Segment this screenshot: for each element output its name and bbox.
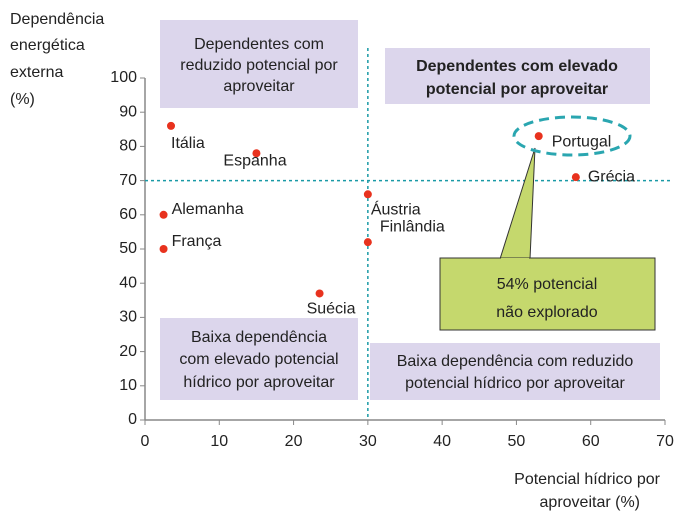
x-tick-label: 10 bbox=[210, 433, 228, 450]
quadrant-box bbox=[160, 20, 358, 108]
y-tick-label: 50 bbox=[119, 240, 137, 257]
quadrant-label: Baixa dependência com reduzido bbox=[397, 353, 634, 370]
point bbox=[315, 289, 324, 298]
point-label: Suécia bbox=[307, 301, 356, 318]
y-tick-label: 100 bbox=[110, 69, 137, 86]
point-label: Alemanha bbox=[172, 201, 244, 218]
point bbox=[159, 210, 168, 219]
quadrant-box bbox=[370, 343, 660, 400]
quadrant-label: potencial por aproveitar bbox=[426, 81, 608, 98]
x-tick-label: 20 bbox=[285, 433, 303, 450]
x-tick-label: 60 bbox=[582, 433, 600, 450]
y-tick-label: 30 bbox=[119, 309, 137, 326]
y-tick-label: 70 bbox=[119, 172, 137, 189]
quadrant-label: com elevado potencial bbox=[179, 351, 338, 368]
y-tick-label: 20 bbox=[119, 343, 137, 360]
point-label: Itália bbox=[171, 135, 205, 152]
quadrant-box bbox=[385, 48, 650, 104]
point bbox=[252, 149, 261, 158]
y-axis-label: energética bbox=[10, 37, 85, 54]
y-tick-label: 60 bbox=[119, 206, 137, 223]
y-tick-label: 80 bbox=[119, 138, 137, 155]
point-label: Espanha bbox=[223, 152, 286, 169]
callout-text: não explorado bbox=[496, 304, 598, 321]
quadrant-box bbox=[160, 318, 358, 400]
quadrant-label: Dependentes com elevado bbox=[416, 58, 618, 75]
quadrant-label: reduzido potencial por bbox=[180, 57, 338, 74]
quadrant-label: Baixa dependência bbox=[191, 329, 327, 346]
x-tick-label: 30 bbox=[359, 433, 377, 450]
point-label: Grécia bbox=[588, 168, 635, 185]
callout-pointer bbox=[499, 147, 536, 260]
quadrant-label: aproveitar bbox=[223, 78, 295, 95]
point-label: Finlândia bbox=[380, 218, 445, 235]
point bbox=[159, 245, 168, 253]
x-axis-label: Potencial hídrico por bbox=[514, 471, 661, 488]
callout-box bbox=[439, 257, 656, 331]
quadrant-label: potencial hídrico por aproveitar bbox=[405, 375, 625, 392]
point bbox=[571, 173, 580, 182]
y-axis-label: externa bbox=[10, 64, 63, 81]
point-label: França bbox=[172, 233, 222, 250]
callout-text: 54% potencial bbox=[497, 276, 598, 293]
point bbox=[363, 238, 372, 247]
quadrant-label: hídrico por aproveitar bbox=[183, 374, 335, 391]
point-label: Áustria bbox=[371, 199, 421, 218]
y-tick-label: 40 bbox=[119, 274, 137, 291]
x-tick-label: 70 bbox=[656, 433, 674, 450]
point bbox=[534, 132, 543, 141]
x-axis-label: aproveitar (%) bbox=[540, 494, 640, 511]
point bbox=[363, 190, 372, 199]
y-axis-label: Dependência bbox=[10, 11, 104, 28]
y-tick-label: 0 bbox=[128, 411, 137, 428]
x-tick-label: 50 bbox=[508, 433, 526, 450]
point bbox=[167, 121, 175, 130]
x-tick-label: 0 bbox=[141, 433, 150, 450]
quadrant-label: Dependentes com bbox=[194, 36, 324, 53]
x-tick-label: 40 bbox=[433, 433, 451, 450]
y-axis-label: (%) bbox=[10, 91, 35, 108]
y-tick-label: 90 bbox=[119, 103, 137, 120]
y-tick-label: 10 bbox=[119, 377, 137, 394]
point-label: Portugal bbox=[552, 133, 612, 150]
highlight-ellipse bbox=[512, 115, 632, 157]
